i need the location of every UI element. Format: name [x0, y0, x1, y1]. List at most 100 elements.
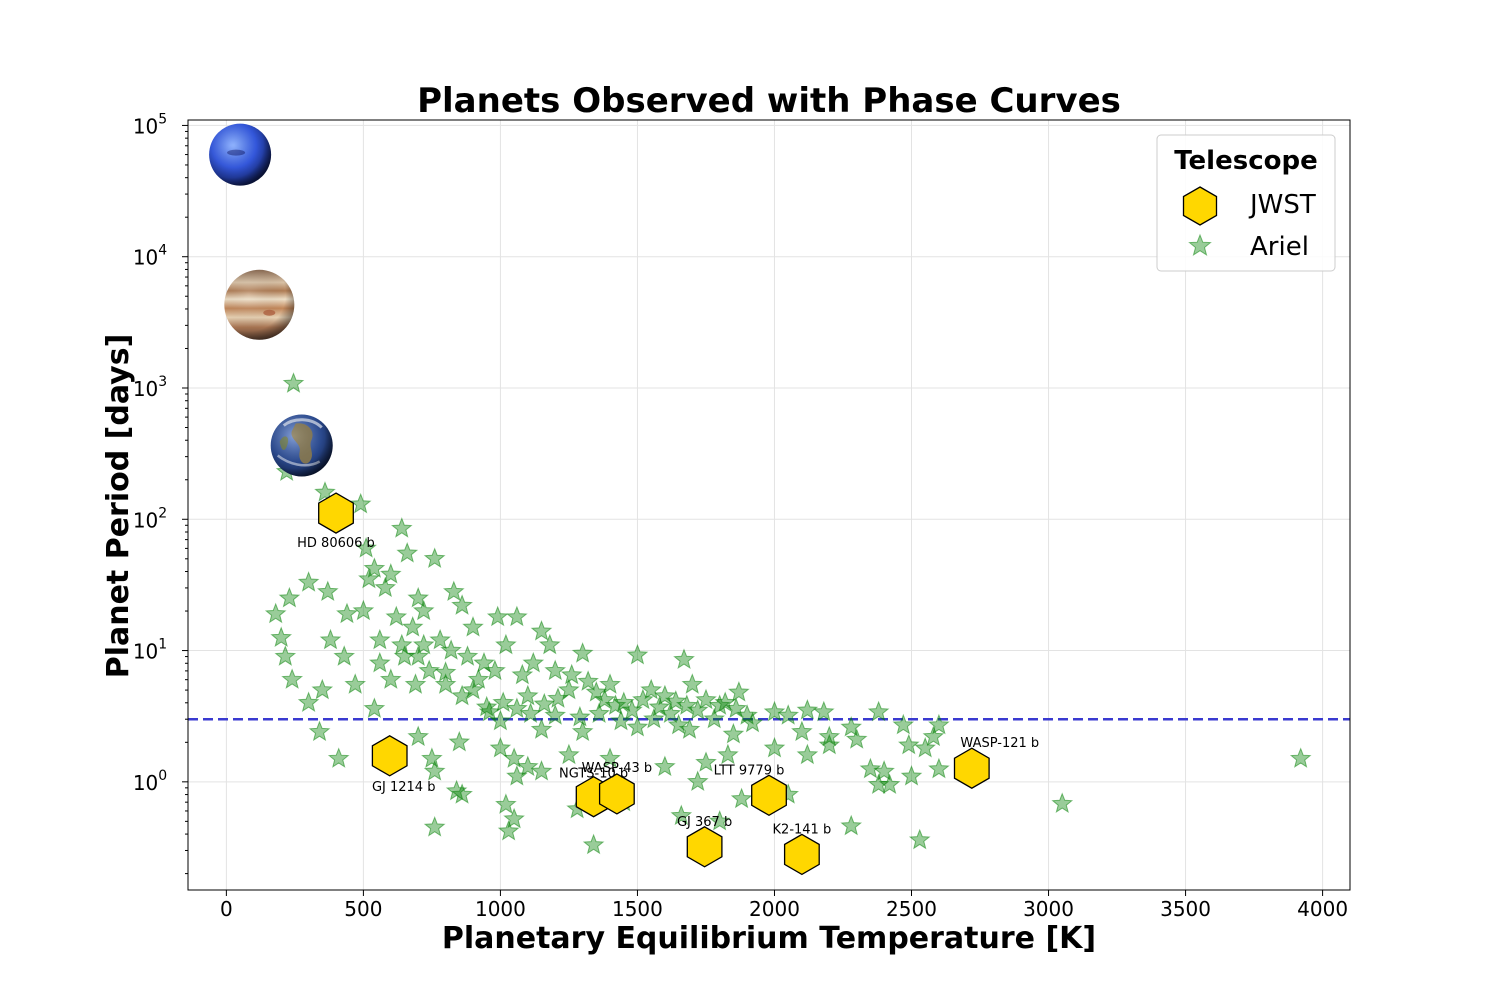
ariel-point	[506, 605, 528, 627]
ariel-point	[451, 594, 473, 615]
ariel-point	[588, 702, 610, 724]
ariel-point	[859, 757, 882, 779]
ariel-point	[503, 807, 525, 829]
jwst-point	[783, 833, 820, 876]
ariel-point	[451, 783, 473, 804]
ariel-point	[270, 626, 293, 648]
ariel-point	[522, 651, 545, 673]
ariel-point	[516, 684, 539, 706]
ariel-point	[475, 695, 498, 717]
ariel-point	[582, 833, 605, 855]
ariel-point	[486, 605, 509, 627]
ariel-point	[928, 713, 950, 735]
ariel-point	[632, 688, 654, 710]
ariel-point	[845, 728, 868, 749]
ariel-point	[511, 663, 534, 685]
ariel-point	[914, 736, 936, 758]
legend-ariel-label: Ariel	[1250, 232, 1309, 262]
jwst-point-label: GJ 1214 b	[372, 780, 436, 795]
ariel-point	[796, 743, 819, 765]
ariel-point	[355, 537, 377, 558]
ariel-point	[407, 725, 430, 747]
ariel-point	[368, 651, 391, 673]
ariel-point	[653, 684, 676, 706]
jwst-point-label: GJ 367 b	[677, 815, 732, 830]
y-tick-base: 10	[133, 114, 158, 138]
legend-jwst-label: JWST	[1248, 190, 1316, 220]
jwst-points	[318, 492, 990, 876]
y-tick-label: 101	[133, 637, 167, 664]
ariel-point	[796, 699, 819, 720]
ariel-point	[478, 700, 501, 722]
legend-ariel-marker	[1188, 233, 1212, 257]
ariel-point	[358, 567, 380, 589]
ariel-point	[659, 702, 682, 724]
x-tick-label: 3000	[1023, 897, 1074, 921]
ariel-point	[434, 661, 457, 682]
y-tick-base: 10	[133, 771, 158, 795]
jwst-point	[953, 747, 990, 789]
y-tick-label: 103	[133, 374, 167, 401]
jupiter-image	[224, 269, 295, 340]
y-tick-exponent: 5	[158, 111, 167, 127]
ariel-point	[626, 643, 649, 665]
ariel-point	[282, 372, 305, 393]
ariel-point	[599, 747, 621, 768]
y-axis-title: Planet Period [days]	[101, 334, 136, 679]
y-tick-base: 10	[133, 640, 158, 664]
ariel-point	[610, 709, 632, 731]
ariel-point	[451, 684, 473, 706]
ariel-point	[695, 751, 717, 772]
ariel-point	[538, 633, 561, 655]
ariel-point	[730, 787, 753, 809]
y-tick-label: 105	[133, 111, 167, 138]
ariel-point	[516, 755, 539, 777]
ariel-point	[791, 720, 813, 742]
ariel-point	[407, 645, 430, 666]
ariel-point	[763, 736, 786, 758]
ariel-point	[519, 702, 542, 724]
ariel-point	[396, 542, 419, 563]
x-tick-label: 1000	[475, 897, 526, 921]
ariel-point	[278, 586, 301, 608]
ariel-point	[900, 765, 923, 786]
ariel-point	[571, 642, 594, 663]
ariel-point	[407, 586, 430, 608]
jwst-point	[598, 773, 635, 815]
ariel-point	[686, 770, 709, 792]
x-tick-label: 0	[220, 897, 233, 921]
ariel-point	[462, 615, 484, 637]
ariel-point	[423, 816, 446, 837]
ariel-point	[818, 733, 841, 755]
ariel-point	[379, 668, 402, 689]
ariel-point	[506, 765, 528, 786]
legend-box	[1156, 134, 1336, 272]
ariel-point	[379, 562, 402, 584]
ariel-point	[714, 691, 737, 713]
ariel-point	[547, 687, 569, 708]
ariel-point	[530, 620, 553, 641]
jwst-point	[686, 826, 723, 868]
ariel-point	[404, 673, 427, 694]
x-tick-label: 2000	[749, 897, 800, 921]
ariel-points	[264, 372, 1312, 855]
ariel-point	[544, 704, 567, 725]
jwst-point-label: WASP-43 b	[582, 761, 652, 776]
ariel-point	[717, 743, 739, 765]
ariel-point	[678, 718, 701, 739]
ariel-point	[456, 645, 479, 666]
neptune-image	[209, 123, 272, 186]
legend: Telescope JWST Ariel	[1156, 134, 1336, 272]
x-tick-label: 1500	[612, 897, 663, 921]
ariel-point	[363, 557, 386, 578]
ariel-point	[653, 755, 676, 777]
ariel-point	[333, 645, 356, 666]
jwst-point	[371, 735, 408, 777]
ariel-point	[530, 718, 553, 739]
ariel-point	[311, 678, 334, 700]
ariel-point	[467, 668, 490, 689]
ariel-point	[314, 481, 336, 502]
ariel-point	[423, 760, 446, 781]
